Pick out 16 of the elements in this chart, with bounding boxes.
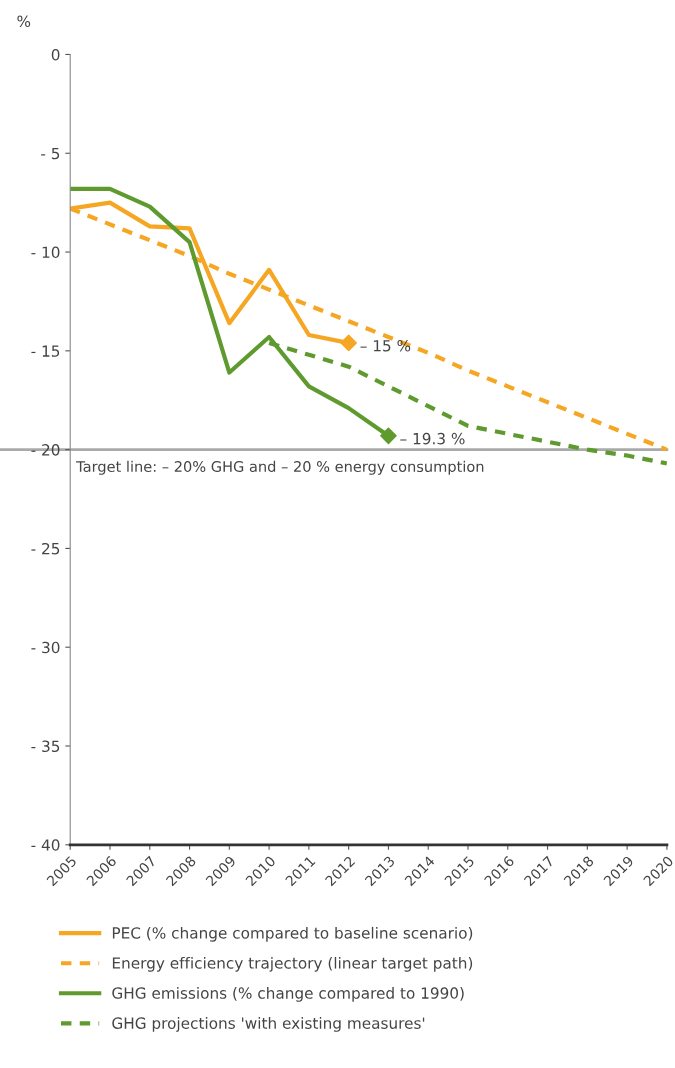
y-tick-label: - 15 — [31, 345, 60, 357]
y-tick-label: - 25 — [31, 542, 60, 555]
y-tick-label: - 30 — [31, 641, 60, 654]
y-tick-label: - 35 — [31, 740, 60, 753]
y-tick-label: - 10 — [31, 246, 60, 259]
y-tick-label: - 5 — [41, 147, 60, 160]
y-axis-title: % — [17, 15, 31, 28]
ref-line-label: Target line: – 20% GHG and – 20 % energy consumption — [76, 460, 484, 475]
legend-label: GHG emissions (% change compared to 1990) — [112, 987, 464, 1002]
legend-label: GHG projections 'with existing measures' — [112, 1017, 425, 1032]
y-tick-label: - 40 — [31, 839, 60, 851]
y-tick-label: - 20 — [31, 444, 60, 456]
y-tick-label: 0 — [51, 48, 60, 61]
legend-label: PEC (% change compared to baseline scenario) — [112, 926, 473, 942]
legend-label: Energy efficiency trajectory (linear target path) — [112, 956, 473, 972]
annotation: – 19.3 % — [400, 432, 465, 445]
